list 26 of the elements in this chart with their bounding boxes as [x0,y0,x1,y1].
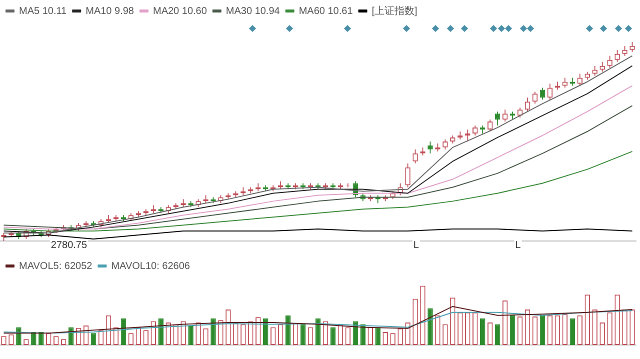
bar [300,324,306,345]
legend-label: MA5 10.11 [19,6,68,17]
annotation: L [515,240,522,252]
legend-label: MAVOL10: 62606 [111,260,190,272]
bar [494,324,500,345]
legend-label: MA60 10.61 [298,6,354,17]
bar [31,332,36,345]
bar [540,315,546,345]
annotation: 2780.75 [50,240,88,252]
bar [510,315,516,345]
bar [480,318,486,345]
bar [210,318,216,345]
legend-label: [上证指数] [372,4,418,17]
bar [428,308,433,345]
legend-label: MA30 10.94 [226,6,280,17]
bar [330,327,336,345]
bar [16,327,22,345]
bar [90,333,96,345]
annotation: L [413,240,420,252]
bar [38,332,44,345]
bar [375,327,380,345]
legend-label: MA20 10.60 [152,6,208,17]
bar [188,326,194,345]
bar [570,318,576,345]
legend-label: MA10 9.98 [86,6,134,17]
legend-label: MAVOL5: 62052 [19,260,93,272]
